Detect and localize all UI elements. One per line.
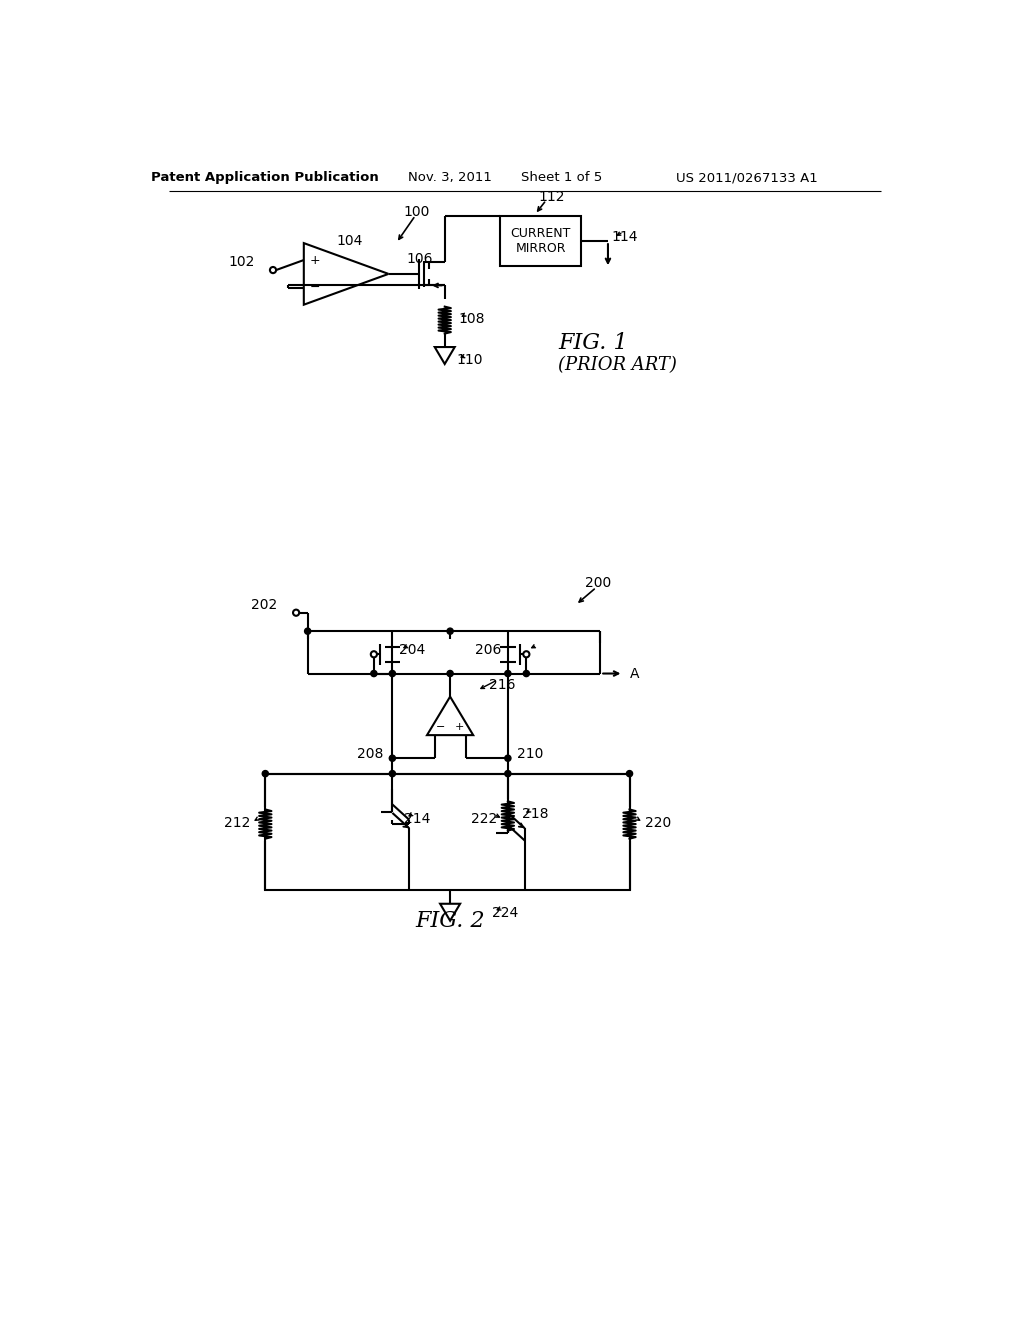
- Text: Sheet 1 of 5: Sheet 1 of 5: [521, 172, 602, 185]
- Text: +: +: [455, 722, 464, 733]
- Circle shape: [371, 671, 377, 677]
- Text: 106: 106: [407, 252, 433, 265]
- Circle shape: [262, 771, 268, 776]
- Circle shape: [447, 671, 454, 677]
- Text: 220: 220: [645, 816, 671, 829]
- Text: FIG. 1: FIG. 1: [558, 333, 628, 354]
- Text: 216: 216: [488, 678, 515, 692]
- Text: 110: 110: [457, 354, 482, 367]
- Circle shape: [523, 671, 529, 677]
- Circle shape: [304, 628, 310, 635]
- Circle shape: [505, 671, 511, 677]
- Text: FIG. 2: FIG. 2: [416, 909, 485, 932]
- Text: MIRROR: MIRROR: [515, 243, 566, 255]
- Text: +: +: [309, 253, 319, 267]
- Text: 214: 214: [403, 812, 430, 826]
- Text: 218: 218: [521, 808, 548, 821]
- Text: Patent Application Publication: Patent Application Publication: [152, 172, 379, 185]
- Text: 102: 102: [229, 255, 255, 269]
- Circle shape: [389, 671, 395, 677]
- Bar: [500, 216, 581, 267]
- Circle shape: [371, 651, 377, 657]
- Text: 104: 104: [337, 234, 364, 248]
- Text: 202: 202: [251, 598, 276, 612]
- Text: 210: 210: [517, 747, 544, 762]
- Text: 208: 208: [356, 747, 383, 762]
- Circle shape: [505, 771, 511, 776]
- Polygon shape: [304, 243, 388, 305]
- Text: CURRENT: CURRENT: [510, 227, 570, 240]
- Circle shape: [389, 771, 395, 776]
- Circle shape: [293, 610, 299, 615]
- Text: 224: 224: [493, 906, 519, 920]
- Text: 100: 100: [403, 206, 430, 219]
- Text: 200: 200: [585, 577, 611, 590]
- Circle shape: [389, 755, 395, 762]
- Text: A: A: [630, 667, 639, 681]
- Polygon shape: [440, 904, 460, 921]
- Circle shape: [270, 267, 276, 273]
- Text: −: −: [436, 722, 445, 733]
- Text: 108: 108: [459, 312, 485, 326]
- Circle shape: [523, 651, 529, 657]
- Text: −: −: [309, 281, 319, 294]
- Polygon shape: [427, 697, 473, 735]
- Polygon shape: [435, 347, 455, 364]
- Bar: [265, 774, 630, 890]
- Text: 112: 112: [539, 190, 565, 203]
- Text: (PRIOR ART): (PRIOR ART): [558, 356, 677, 374]
- Circle shape: [627, 771, 633, 776]
- Circle shape: [447, 628, 454, 635]
- Text: Nov. 3, 2011: Nov. 3, 2011: [409, 172, 493, 185]
- Text: US 2011/0267133 A1: US 2011/0267133 A1: [676, 172, 817, 185]
- Text: 204: 204: [398, 643, 425, 657]
- Text: 206: 206: [475, 643, 502, 657]
- Text: 114: 114: [611, 230, 638, 244]
- Circle shape: [505, 755, 511, 762]
- Text: 212: 212: [223, 816, 250, 829]
- Text: 222: 222: [471, 812, 497, 826]
